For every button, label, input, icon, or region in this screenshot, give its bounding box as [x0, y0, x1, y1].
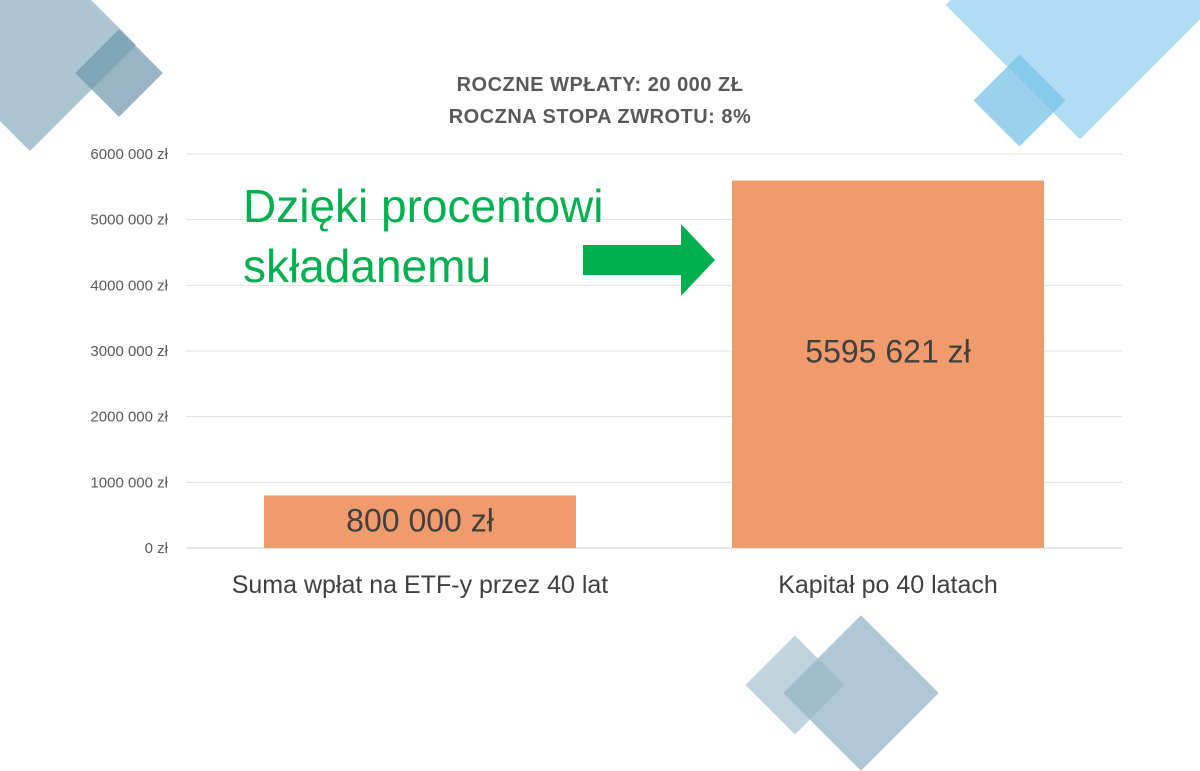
annotation-text: Dzięki procentowi składanemu	[243, 176, 663, 296]
y-tick-label: 5000 000 zł	[90, 212, 168, 229]
y-tick-label: 1000 000 zł	[90, 474, 168, 491]
right-arrow-icon	[583, 224, 715, 296]
bar	[264, 495, 576, 548]
y-tick-label: 6000 000 zł	[90, 146, 168, 163]
chart-title-line-1: ROCZNE WPŁATY: 20 000 ZŁ	[456, 74, 744, 96]
annotation-line-1: Dzięki procentowi	[243, 180, 604, 232]
y-tick-label: 0 zł	[145, 540, 169, 557]
chart-title-line-2: ROCZNA STOPA ZWROTU: 8%	[448, 106, 752, 128]
y-tick-label: 4000 000 zł	[90, 277, 168, 294]
bar-chart: 0 zł 1000 000 zł 2000 000 zł 3000 000 zł 400…	[90, 146, 1122, 599]
x-tick-label: Kapitał po 40 latach	[778, 571, 998, 599]
y-tick-label: 3000 000 zł	[90, 343, 168, 360]
annotation-line-2: składanemu	[243, 240, 492, 292]
y-tick-label: 2000 000 zł	[90, 409, 168, 426]
x-tick-label: Suma wpłat na ETF-y przez 40 lat	[232, 571, 609, 599]
bar	[732, 180, 1044, 549]
data-label: 800 000 zł	[346, 503, 494, 539]
data-label: 5595 621 zł	[805, 333, 970, 369]
